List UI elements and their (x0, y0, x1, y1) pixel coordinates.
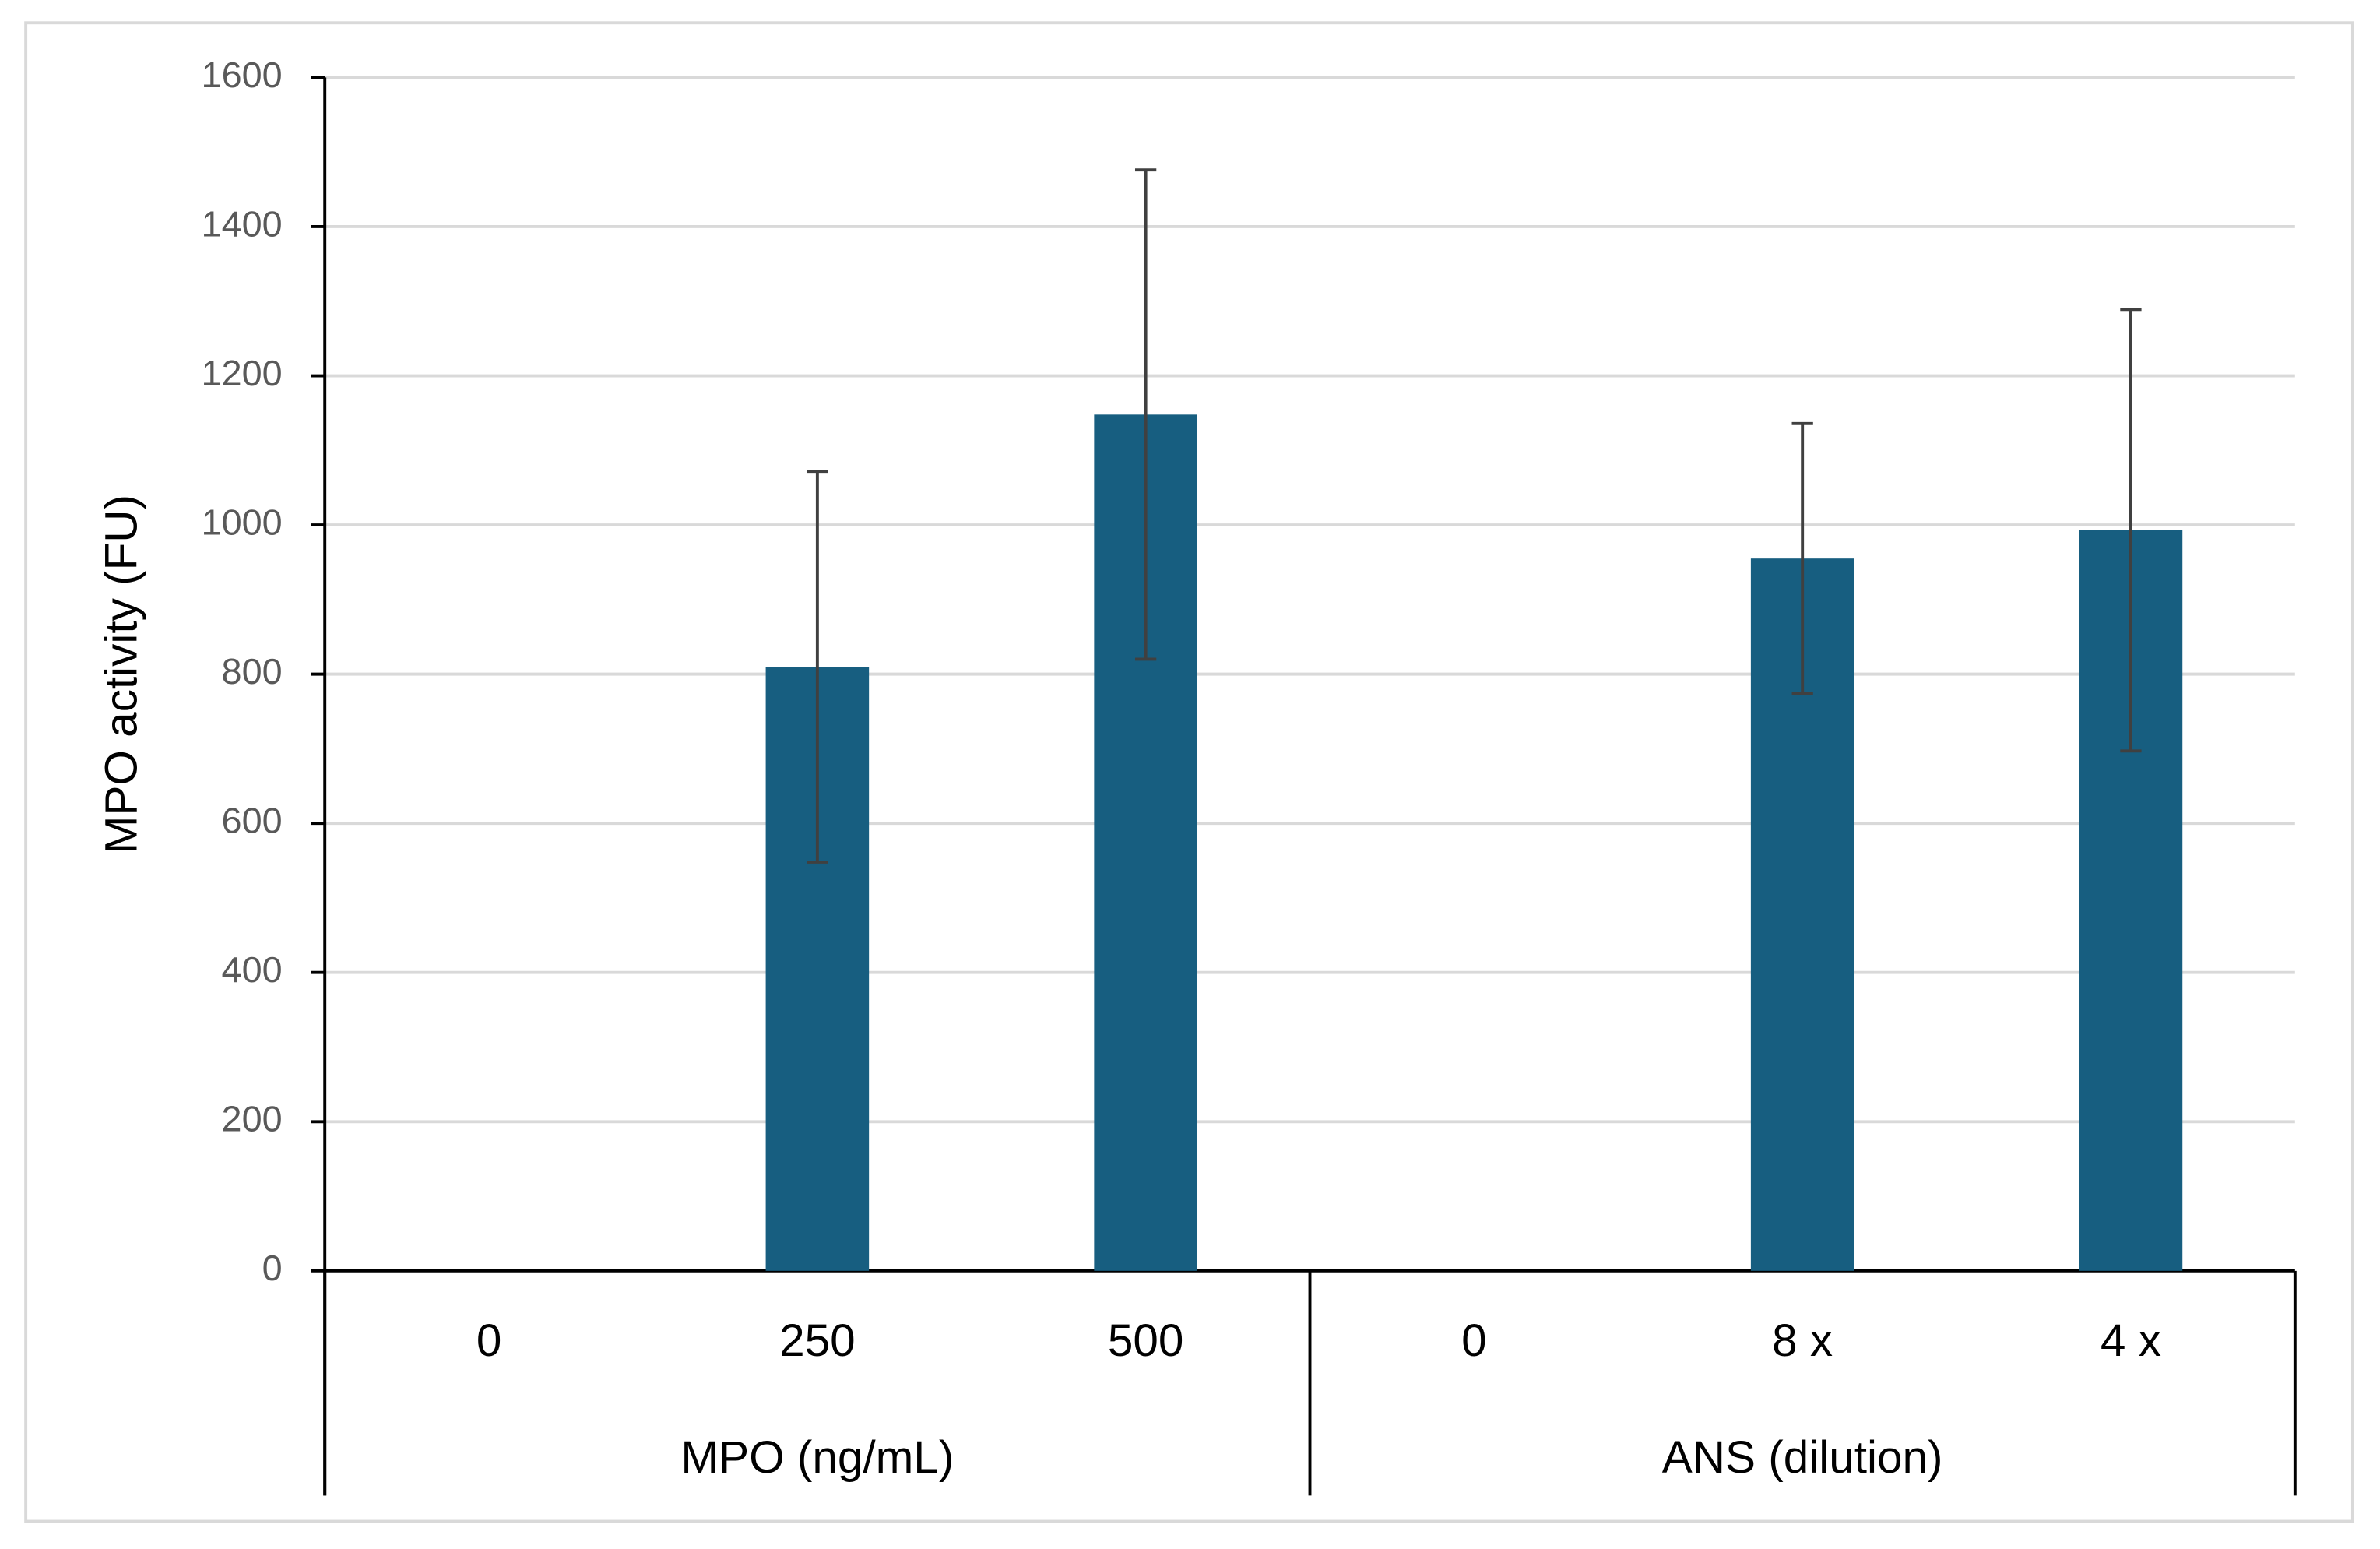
y-tick-label: 0 (262, 1248, 283, 1288)
group-label: ANS (dilution) (1662, 1432, 1943, 1483)
chart-border (24, 21, 2354, 1523)
error-bar (807, 470, 828, 864)
error-bar (1791, 421, 1813, 695)
x-tick-label: 0 (476, 1315, 502, 1366)
y-tick-label: 200 (222, 1099, 283, 1139)
y-tick-label: 800 (222, 651, 283, 692)
error-bar (2120, 308, 2142, 753)
x-tick-label: 8 x (1772, 1315, 1833, 1366)
y-tick-label: 1000 (202, 502, 283, 542)
y-tick-label: 400 (222, 949, 283, 990)
x-tick-label: 500 (1108, 1315, 1184, 1366)
error-bar (1134, 168, 1157, 661)
group-label: MPO (ng/mL) (680, 1432, 954, 1483)
y-tick-label: 1200 (202, 353, 283, 393)
y-tick-label: 1600 (202, 55, 283, 95)
x-tick-label: 0 (1461, 1315, 1487, 1366)
y-tick-label: 1400 (202, 203, 283, 244)
x-tick-label: 4 x (2101, 1315, 2161, 1366)
y-axis-title: MPO activity (FU) (96, 495, 146, 854)
y-tick-label: 600 (222, 801, 283, 841)
x-tick-label: 250 (779, 1315, 856, 1366)
